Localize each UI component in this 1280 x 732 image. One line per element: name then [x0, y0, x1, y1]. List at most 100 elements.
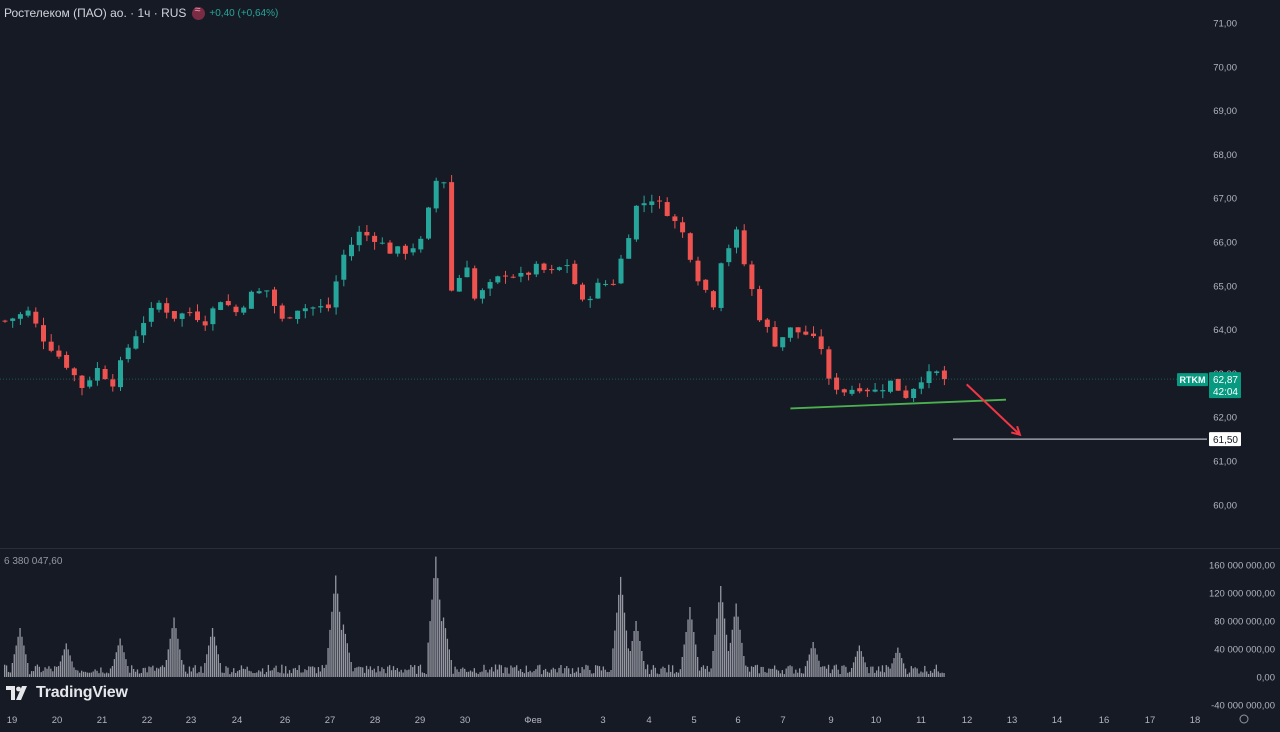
candle-body — [364, 231, 370, 236]
price-tick-label: 71,00 — [1213, 19, 1237, 30]
volume-bar — [121, 645, 123, 677]
volume-bar — [548, 672, 551, 677]
volume-bar — [633, 631, 635, 677]
candle-body — [133, 336, 139, 349]
volume-bar — [444, 628, 447, 677]
volume-bar — [662, 666, 664, 677]
volume-bar — [485, 669, 487, 677]
volume-bar — [706, 665, 708, 677]
volume-bar — [375, 672, 377, 677]
volume-bar — [317, 667, 320, 677]
volume-bar — [59, 661, 62, 677]
volume-bar — [17, 636, 19, 677]
candle-body — [503, 275, 508, 277]
candle-body — [449, 182, 455, 291]
volume-bar — [885, 665, 887, 677]
volume-tick-label: 160 000 000,00 — [1209, 561, 1275, 572]
volume-bar — [365, 665, 368, 677]
time-tick-label: 4 — [646, 715, 651, 726]
volume-bar — [494, 664, 497, 677]
tradingview-logo[interactable]: TradingView — [6, 683, 128, 703]
volume-bar — [419, 664, 422, 677]
volume-bar — [30, 671, 33, 677]
volume-bar — [897, 647, 899, 677]
candle-body — [926, 371, 932, 384]
time-tick-label: 5 — [691, 715, 696, 726]
candle-body — [141, 323, 147, 336]
volume-bar — [400, 669, 402, 677]
volume-bar — [656, 673, 658, 677]
volume-bar — [304, 669, 306, 677]
volume-bar — [119, 638, 121, 677]
candle-body — [672, 216, 678, 222]
volume-bar — [704, 668, 706, 677]
volume-bar — [614, 630, 616, 677]
volume-bar — [901, 658, 903, 677]
volume-bar — [117, 645, 119, 677]
volume-bar — [115, 652, 117, 677]
volume-bar — [864, 662, 866, 677]
volume-bar — [664, 667, 666, 677]
volume-bar — [131, 665, 133, 677]
volume-bar — [396, 668, 398, 677]
volume-bar — [263, 674, 266, 677]
candle-body — [233, 306, 239, 313]
candle-body — [633, 205, 639, 240]
volume-bar — [789, 665, 791, 677]
volume-bar — [229, 674, 231, 677]
volume-bar — [171, 628, 173, 677]
volume-bar — [406, 670, 408, 677]
candle-body — [248, 291, 254, 309]
volume-bar — [783, 674, 785, 677]
volume-bar — [587, 665, 589, 677]
volume-bar — [337, 593, 339, 677]
volume-bar — [417, 666, 420, 677]
volume-bar — [491, 667, 493, 677]
time-tick-label: 3 — [600, 715, 605, 726]
volume-bar — [219, 663, 221, 677]
volume-bar — [319, 671, 321, 677]
volume-bar — [831, 669, 834, 677]
symbol-title[interactable]: Ростелеком (ПАО) ао. · 1ч · RUS — [4, 6, 187, 20]
volume-bar — [321, 665, 323, 677]
volume-bar — [42, 670, 44, 677]
volume-bar — [935, 664, 937, 677]
volume-bar — [38, 666, 40, 677]
volume-bar — [106, 672, 108, 677]
settings-icon[interactable] — [1239, 714, 1249, 724]
support-line — [790, 398, 1007, 410]
volume-bar — [889, 668, 891, 677]
volume-bar — [504, 667, 506, 677]
time-tick-label: 11 — [916, 715, 926, 726]
volume-bar — [729, 642, 732, 677]
candle-body — [518, 272, 524, 277]
candle-body — [864, 389, 870, 392]
volume-bar — [627, 648, 629, 677]
volume-bar — [379, 671, 381, 677]
candle-body — [102, 368, 108, 380]
volume-bar — [554, 669, 556, 677]
volume-bar — [313, 667, 316, 677]
volume-tick-label: 0,00 — [1257, 673, 1276, 684]
volume-bar — [458, 671, 460, 677]
volume-bar — [173, 617, 175, 677]
volume-bar — [125, 659, 127, 677]
time-tick-label: 26 — [280, 715, 291, 726]
volume-bar — [802, 673, 805, 677]
volume-bar — [718, 602, 720, 677]
volume-bar — [373, 668, 375, 677]
volume-bar — [854, 656, 857, 677]
volume-bar — [111, 666, 114, 677]
volume-bar — [467, 671, 470, 677]
volume-bar — [32, 671, 35, 677]
volume-bar — [679, 669, 681, 677]
volume-bar — [13, 654, 15, 677]
volume-bar — [198, 672, 200, 677]
volume-bar — [928, 674, 930, 677]
candle-body — [379, 242, 385, 244]
volume-bar — [689, 607, 691, 677]
volume-bar — [585, 664, 587, 677]
volume-bar — [144, 667, 146, 677]
candle-body — [618, 258, 624, 284]
